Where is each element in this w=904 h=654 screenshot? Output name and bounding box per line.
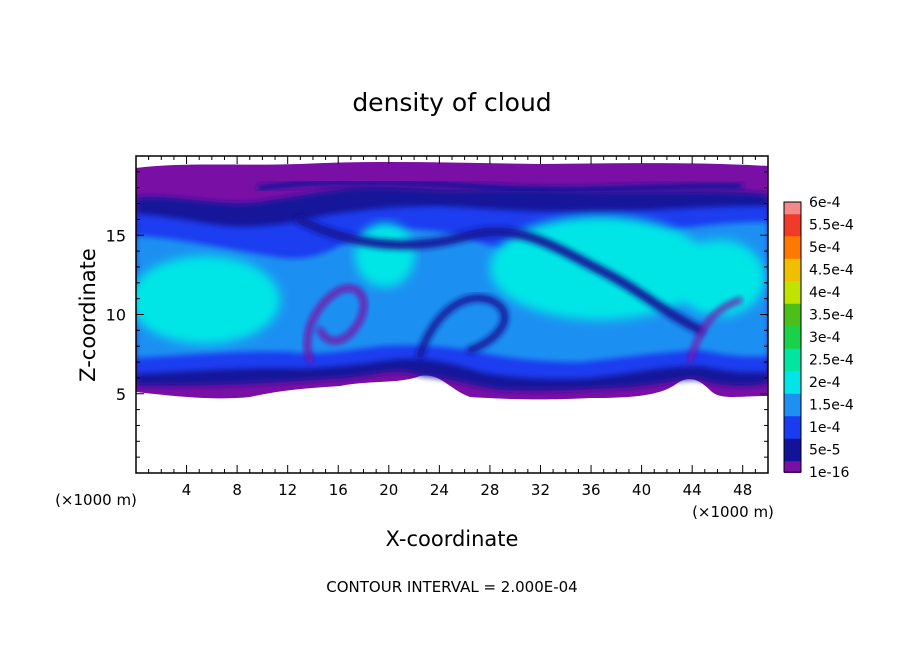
y-tick-label: 15	[106, 226, 126, 245]
legend-swatch	[784, 415, 801, 439]
x-tick-label: 20	[379, 481, 398, 499]
legend-swatch	[784, 258, 801, 282]
legend-swatch	[784, 393, 801, 417]
legend-label: 2.5e-4	[809, 353, 854, 369]
y-tick-label: 5	[116, 385, 126, 404]
x-tick-label: 24	[430, 481, 449, 499]
legend-swatch	[784, 235, 801, 259]
dark-streamer-5	[687, 297, 743, 363]
x-tick-label: 32	[531, 481, 550, 499]
legend-label: 4e-4	[809, 285, 841, 301]
x-tick-label: 36	[581, 481, 600, 499]
legend-label: 3.5e-4	[809, 308, 854, 324]
x-tick-label: 16	[329, 481, 348, 499]
legend-label: 6e-4	[809, 195, 841, 211]
color-legend: 1e-16 5e-5 1e-4 1.5e-4 2e-4 2.5e-4 3e-4 3.5e-4 4…	[783, 195, 854, 481]
chart-title: density of cloud	[352, 88, 551, 117]
legend-swatch	[784, 348, 801, 372]
x-axis-label: X-coordinate	[386, 527, 519, 551]
x-tick-label: 8	[232, 481, 242, 499]
legend-label: 3e-4	[809, 330, 841, 346]
dark-streamer-3	[416, 294, 509, 360]
legend-swatch	[784, 370, 801, 394]
contour-interval-note: CONTOUR INTERVAL = 2.000E-04	[326, 578, 577, 596]
legend-label: 5e-4	[809, 240, 841, 256]
x-tick-label: 4	[182, 481, 192, 499]
legend-swatch	[784, 438, 801, 462]
legend-swatch	[784, 202, 801, 215]
y-axis-ticks: 5 10 15	[106, 171, 768, 458]
x-axis-ticks: 4 8 12 16 20 24 28 32 36 40 44 48	[148, 156, 756, 499]
legend-label: 1.5e-4	[809, 398, 854, 414]
legend-frame	[783, 201, 802, 473]
cloud-core-far-right	[675, 240, 765, 316]
dark-streamer-2	[304, 285, 367, 363]
y-tick-label: 10	[106, 306, 126, 325]
legend-label: 1e-4	[809, 420, 841, 436]
legend-label: 5.5e-4	[809, 218, 854, 234]
cloud-core-center	[355, 223, 415, 287]
dark-streamer-1	[295, 215, 705, 335]
y-axis-label: Z-coordinate	[76, 248, 100, 382]
legend-label: 5e-5	[809, 443, 840, 459]
x-tick-label: 12	[278, 481, 297, 499]
legend-label: 1e-16	[809, 465, 849, 481]
x-tick-label: 48	[733, 481, 752, 499]
legend-label: 4.5e-4	[809, 263, 854, 279]
x-tick-label: 40	[632, 481, 651, 499]
legend-swatch	[784, 325, 801, 349]
legend-label: 2e-4	[809, 375, 841, 391]
plot-area	[136, 156, 768, 473]
legend-swatch	[784, 213, 801, 237]
x-axis-unit-left: (×1000 m)	[55, 491, 137, 509]
x-tick-label: 44	[683, 481, 702, 499]
x-tick-label: 28	[480, 481, 499, 499]
legend-swatch	[784, 303, 801, 327]
cloud-core-left	[136, 256, 280, 344]
x-axis-unit-right: (×1000 m)	[692, 503, 774, 521]
legend-swatch	[784, 460, 801, 473]
dark-streamer-4	[257, 178, 743, 193]
legend-swatch	[784, 280, 801, 304]
